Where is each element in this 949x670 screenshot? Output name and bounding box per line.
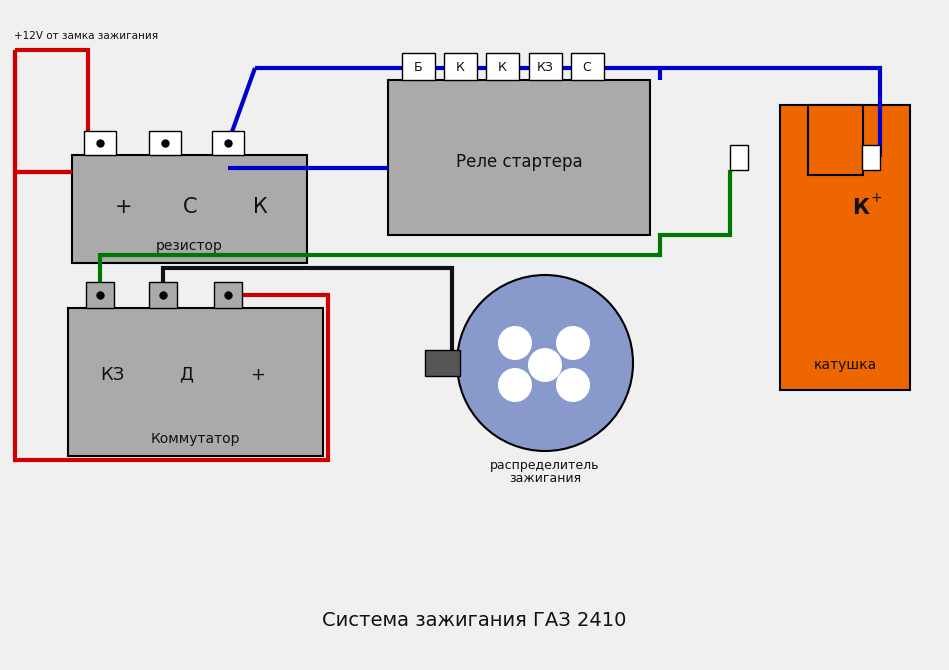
FancyBboxPatch shape <box>529 53 562 80</box>
Text: КЗ: КЗ <box>536 60 553 74</box>
Circle shape <box>556 326 590 360</box>
FancyBboxPatch shape <box>402 53 435 80</box>
Text: Реле стартера: Реле стартера <box>456 153 583 171</box>
Text: +12V от замка зажигания: +12V от замка зажигания <box>14 31 158 41</box>
Text: распределитель: распределитель <box>491 458 600 472</box>
Text: Система зажигания ГАЗ 2410: Система зажигания ГАЗ 2410 <box>322 610 626 630</box>
Text: С: С <box>583 60 591 74</box>
FancyBboxPatch shape <box>388 80 650 235</box>
Circle shape <box>556 368 590 402</box>
Text: резистор: резистор <box>156 239 222 253</box>
FancyBboxPatch shape <box>214 282 242 308</box>
FancyBboxPatch shape <box>862 145 880 170</box>
Text: катушка: катушка <box>813 358 877 372</box>
Text: Коммутатор: Коммутатор <box>150 432 240 446</box>
Text: К: К <box>456 60 464 74</box>
FancyBboxPatch shape <box>730 145 748 170</box>
Text: КЗ: КЗ <box>100 366 124 384</box>
Circle shape <box>528 348 562 382</box>
FancyBboxPatch shape <box>571 53 604 80</box>
Circle shape <box>498 326 532 360</box>
Text: +: + <box>251 366 266 384</box>
Circle shape <box>498 368 532 402</box>
Text: зажигания: зажигания <box>509 472 581 484</box>
Text: К: К <box>852 198 869 218</box>
FancyBboxPatch shape <box>212 131 244 155</box>
Text: Б: Б <box>414 60 422 74</box>
FancyBboxPatch shape <box>72 155 307 263</box>
FancyBboxPatch shape <box>149 131 181 155</box>
Circle shape <box>457 275 633 451</box>
FancyBboxPatch shape <box>86 282 114 308</box>
FancyBboxPatch shape <box>68 308 323 456</box>
FancyBboxPatch shape <box>84 131 116 155</box>
FancyBboxPatch shape <box>425 350 460 376</box>
FancyBboxPatch shape <box>808 105 863 175</box>
Text: +: + <box>871 190 883 204</box>
FancyBboxPatch shape <box>149 282 177 308</box>
Text: С: С <box>183 197 197 217</box>
FancyBboxPatch shape <box>780 105 910 390</box>
Text: Д: Д <box>179 366 193 384</box>
FancyBboxPatch shape <box>486 53 519 80</box>
Text: К: К <box>252 197 268 217</box>
FancyBboxPatch shape <box>444 53 477 80</box>
Text: +: + <box>115 197 133 217</box>
Text: К: К <box>497 60 507 74</box>
